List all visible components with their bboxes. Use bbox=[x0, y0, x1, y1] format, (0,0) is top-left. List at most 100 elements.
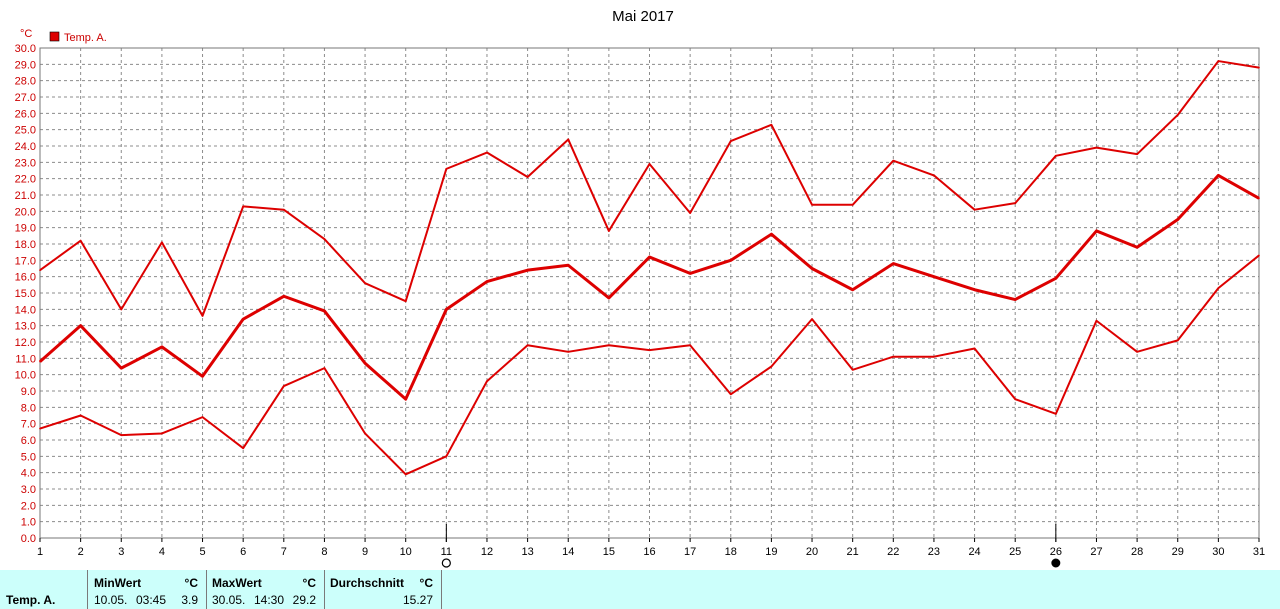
data-point-min bbox=[729, 393, 732, 396]
data-point-min bbox=[1217, 287, 1220, 289]
data-point-avg bbox=[567, 264, 570, 267]
data-point-avg bbox=[811, 267, 813, 270]
filled-circle-marker bbox=[1051, 558, 1061, 568]
data-point-avg bbox=[1176, 218, 1179, 221]
x-tick-label: 31 bbox=[1253, 546, 1265, 558]
data-point-min bbox=[39, 427, 41, 430]
avg-header: Durchschnitt bbox=[330, 576, 405, 590]
data-point-max bbox=[689, 212, 691, 214]
data-point-avg bbox=[39, 360, 41, 363]
y-tick-label: 27.0 bbox=[15, 92, 36, 104]
data-point-max bbox=[567, 138, 570, 141]
data-point-min bbox=[1258, 254, 1260, 257]
data-point-avg bbox=[79, 324, 82, 327]
y-tick-label: 14.0 bbox=[15, 304, 36, 316]
y-tick-label: 23.0 bbox=[15, 157, 36, 169]
x-tick-label: 20 bbox=[806, 546, 818, 558]
footer-min-cell: MinWert °C 10.05. 03:45 3.9 bbox=[88, 570, 207, 609]
max-date: 30.05. bbox=[212, 593, 246, 607]
x-tick-label: 6 bbox=[240, 546, 246, 558]
y-tick-label: 1.0 bbox=[21, 517, 36, 529]
data-point-min bbox=[242, 447, 244, 449]
max-value: 29.2 bbox=[292, 593, 316, 607]
legend-label: Temp. A. bbox=[64, 32, 107, 44]
data-point-max bbox=[1014, 202, 1016, 204]
x-tick-label: 13 bbox=[521, 546, 533, 558]
x-tick-label: 4 bbox=[159, 546, 165, 558]
y-tick-label: 18.0 bbox=[15, 239, 36, 251]
data-point-max bbox=[933, 174, 935, 177]
y-tick-label: 0.0 bbox=[21, 533, 36, 545]
min-date: 10.05. bbox=[94, 593, 128, 607]
data-point-avg bbox=[242, 318, 244, 320]
min-header: MinWert bbox=[94, 576, 142, 590]
y-axis-unit: °C bbox=[20, 28, 32, 40]
x-tick-label: 30 bbox=[1212, 546, 1224, 558]
data-point-min bbox=[648, 349, 651, 351]
data-point-min bbox=[120, 434, 123, 436]
data-point-min bbox=[892, 355, 895, 358]
data-point-max bbox=[648, 163, 651, 165]
data-point-max bbox=[1176, 114, 1179, 116]
data-point-avg bbox=[1136, 246, 1138, 249]
x-tick-label: 25 bbox=[1009, 546, 1021, 558]
y-tick-label: 10.0 bbox=[15, 370, 36, 382]
x-tick-label: 16 bbox=[643, 546, 655, 558]
data-point-max bbox=[1055, 155, 1057, 157]
data-point-max bbox=[120, 308, 123, 311]
temperature-chart: Mai 2017 °C Temp. A. 0.0 1.0 2.0 3.0 4.0 5.0 6… bbox=[15, 8, 1265, 568]
data-point-avg bbox=[283, 295, 285, 298]
data-point-avg bbox=[404, 398, 407, 400]
data-point-min bbox=[1055, 413, 1057, 415]
data-point-min bbox=[526, 344, 529, 347]
data-point-avg bbox=[770, 233, 773, 235]
x-tick-label: 23 bbox=[928, 546, 940, 558]
data-point-avg bbox=[1095, 230, 1098, 232]
y-tick-label: 2.0 bbox=[21, 500, 36, 512]
data-point-max bbox=[79, 239, 82, 242]
data-point-min bbox=[1176, 339, 1179, 342]
data-point-max bbox=[283, 208, 285, 211]
y-tick-label: 30.0 bbox=[15, 43, 36, 55]
y-tick-label: 15.0 bbox=[15, 288, 36, 300]
y-tick-label: 17.0 bbox=[15, 255, 36, 267]
data-point-avg bbox=[364, 362, 366, 365]
data-point-avg bbox=[120, 367, 123, 369]
data-point-avg bbox=[973, 288, 976, 291]
min-unit: °C bbox=[184, 576, 198, 590]
data-point-max bbox=[486, 151, 488, 154]
max-unit: °C bbox=[302, 576, 316, 590]
y-tick-label: 6.0 bbox=[21, 435, 36, 447]
data-point-min bbox=[323, 367, 326, 369]
y-tick-label: 4.0 bbox=[21, 468, 36, 480]
data-point-max bbox=[323, 238, 326, 240]
data-point-avg bbox=[323, 310, 326, 312]
data-point-min bbox=[161, 432, 163, 435]
data-point-avg bbox=[608, 297, 610, 299]
data-point-avg bbox=[201, 375, 204, 378]
data-point-avg bbox=[486, 280, 488, 283]
data-point-min bbox=[445, 455, 448, 458]
data-point-max bbox=[404, 300, 407, 302]
y-tick-label: 19.0 bbox=[15, 223, 36, 235]
data-point-min bbox=[79, 414, 82, 417]
data-point-avg bbox=[689, 272, 691, 275]
data-point-avg bbox=[1217, 174, 1220, 177]
y-tick-label: 29.0 bbox=[15, 59, 36, 71]
data-point-min bbox=[364, 432, 366, 435]
data-point-max bbox=[608, 230, 610, 232]
x-tick-label: 15 bbox=[603, 546, 615, 558]
data-point-min bbox=[811, 318, 813, 320]
data-point-avg bbox=[1014, 298, 1016, 301]
data-point-min bbox=[770, 365, 773, 368]
data-point-min bbox=[283, 385, 285, 387]
data-point-max bbox=[161, 241, 163, 244]
data-point-max bbox=[364, 282, 366, 285]
min-time: 03:45 bbox=[136, 593, 167, 607]
open-circle-marker bbox=[441, 558, 451, 568]
data-point-max bbox=[1258, 66, 1260, 69]
data-point-max bbox=[851, 204, 854, 206]
data-point-avg bbox=[526, 269, 529, 271]
data-point-avg bbox=[648, 256, 651, 258]
y-tick-label: 9.0 bbox=[21, 386, 36, 398]
